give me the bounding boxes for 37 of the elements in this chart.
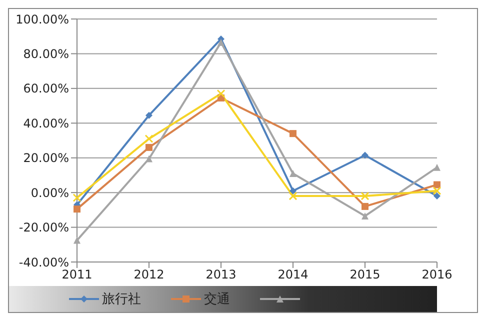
point bbox=[288, 192, 298, 200]
point bbox=[290, 130, 296, 138]
y-tick-label: -40.00% bbox=[18, 255, 69, 270]
point bbox=[434, 192, 440, 200]
point bbox=[144, 134, 154, 144]
y-tick-label: 0.00% bbox=[30, 186, 69, 200]
point bbox=[218, 38, 224, 46]
legend-label: 交通 bbox=[203, 291, 230, 308]
point bbox=[146, 155, 152, 162]
x-tick-label: 2015 bbox=[350, 268, 380, 282]
y-tick-label: 80.00% bbox=[23, 46, 69, 61]
point bbox=[146, 112, 152, 119]
point bbox=[432, 186, 442, 196]
point bbox=[216, 89, 226, 98]
point bbox=[434, 164, 440, 171]
point bbox=[290, 170, 296, 177]
y-tick-label: 40.00% bbox=[23, 116, 69, 130]
x-tick-label: 2013 bbox=[206, 268, 236, 282]
point bbox=[146, 144, 152, 151]
point bbox=[74, 236, 80, 244]
y-tick-label: -20.00% bbox=[18, 220, 69, 235]
y-tick-label: 60.00% bbox=[23, 82, 69, 96]
x-tick-label: 2011 bbox=[62, 268, 92, 282]
point bbox=[362, 202, 368, 210]
point bbox=[290, 187, 296, 194]
point bbox=[72, 194, 82, 202]
y-tick-label: 100.00% bbox=[16, 12, 69, 26]
y-tick-label: 20.00% bbox=[23, 151, 69, 166]
point bbox=[362, 152, 368, 159]
point bbox=[362, 212, 368, 220]
point bbox=[434, 181, 440, 188]
x-tick-label: 2016 bbox=[422, 268, 452, 282]
point bbox=[360, 192, 370, 200]
x-tick-label: 2012 bbox=[134, 268, 164, 282]
point bbox=[74, 206, 80, 213]
legend-label: 旅行社 bbox=[101, 291, 141, 308]
x-tick-label: 2014 bbox=[278, 268, 308, 282]
